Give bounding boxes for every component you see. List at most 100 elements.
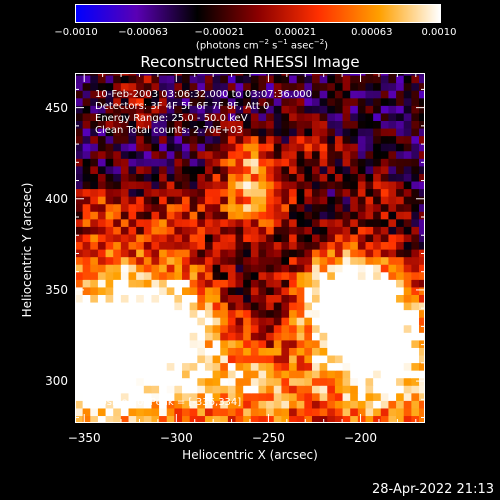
heatmap-cell [357,218,367,227]
heatmap-cell [365,271,374,280]
heatmap-cell [151,339,160,348]
heatmap-cell [220,127,229,137]
heatmap-cell [388,377,397,386]
heatmap-cell [75,362,84,371]
heatmap-cell [128,249,137,258]
heatmap-cell [159,82,168,91]
heatmap-cell [151,233,160,243]
heatmap-cell [97,286,107,295]
heatmap-cell [250,264,260,273]
heatmap-cell [182,286,191,295]
heatmap-cell [159,317,168,326]
heatmap-cell [373,188,382,197]
heatmap-cell [258,165,267,174]
heatmap-cell [166,249,175,258]
heatmap-cell [113,332,122,341]
heatmap-cell [220,332,229,341]
heatmap-cell [151,97,160,106]
heatmap-cell [388,196,397,205]
heatmap-cell [90,249,99,258]
heatmap-cell [105,317,114,326]
heatmap-cell [159,165,168,174]
annotation-energy-range: Energy Range: 25.0 - 50.0 keV [95,113,248,124]
heatmap-cell [151,347,160,356]
heatmap-cell [174,400,183,409]
heatmap-cell [166,324,175,333]
heatmap-cell [189,354,198,364]
heatmap-cell [350,173,359,182]
heatmap-cell [403,301,412,311]
heatmap-cell [380,135,390,144]
heatmap-cell [250,203,260,212]
heatmap-cell [97,112,107,121]
heatmap-cell [311,407,321,417]
heatmap-cell [120,135,130,144]
heatmap-cell [289,256,298,265]
heatmap-cell [128,158,137,167]
heatmap-cell [75,332,84,341]
heatmap-cell [373,339,382,348]
heatmap-cell [388,354,397,364]
heatmap-cell [82,400,91,409]
heatmap-cell [365,294,374,303]
heatmap-cell [75,317,84,326]
heatmap-cell [82,415,91,423]
heatmap-cell [212,332,221,341]
heatmap-cell [373,90,382,99]
heatmap-cell [174,324,183,333]
heatmap-cell [174,339,183,348]
heatmap-cell [166,415,175,423]
heatmap-cell [319,127,328,137]
heatmap-cell [97,203,107,212]
heatmap-cell [419,392,425,401]
heatmap-cell [342,317,351,326]
heatmap-cell [304,180,313,190]
heatmap-cell [136,173,145,182]
heatmap-cell [227,158,237,167]
heatmap-cell [289,203,298,212]
heatmap-cell [373,150,382,159]
heatmap-cell [304,392,313,401]
heatmap-cell [296,90,305,99]
heatmap-cell [136,226,145,235]
heatmap-cell [388,105,397,114]
heatmap-cell [174,97,183,106]
heatmap-cell [388,203,397,212]
heatmap-cell [319,135,328,144]
heatmap-cell [227,173,237,182]
heatmap-cell [243,294,252,303]
heatmap-cell [327,180,336,190]
heatmap-cell [243,105,252,114]
heatmap-cell [403,271,412,280]
heatmap-cell [166,218,175,227]
heatmap-cell [273,385,282,394]
heatmap-cell [419,165,425,174]
heatmap-cell [105,407,114,417]
heatmap-cell [419,180,425,190]
colorbar-tick-label: −0.0010 [54,27,98,38]
heatmap-cell [113,241,122,250]
heatmap-cell [365,203,374,212]
heatmap-cell [174,233,183,243]
heatmap-cell [174,279,183,288]
heatmap-cell [311,279,321,288]
heatmap-cell [159,400,168,409]
heatmap-cell [235,294,244,303]
x-axis-label: Heliocentric X (arcsec) [182,448,318,462]
heatmap-cell [342,120,351,129]
heatmap-cell [136,332,145,341]
heatmap-cell [113,73,122,76]
heatmap-cell [388,90,397,99]
heatmap-cell [296,279,305,288]
heatmap-cell [350,301,359,311]
heatmap-cell [411,286,420,295]
heatmap-cell [350,354,359,364]
heatmap-cell [357,317,367,326]
heatmap-cell [319,400,328,409]
heatmap-cell [334,127,344,137]
heatmap-cell [250,173,260,182]
heatmap-cell [82,143,91,152]
heatmap-cell [97,135,107,144]
heatmap-cell [113,354,122,364]
heatmap-cell [128,75,137,84]
